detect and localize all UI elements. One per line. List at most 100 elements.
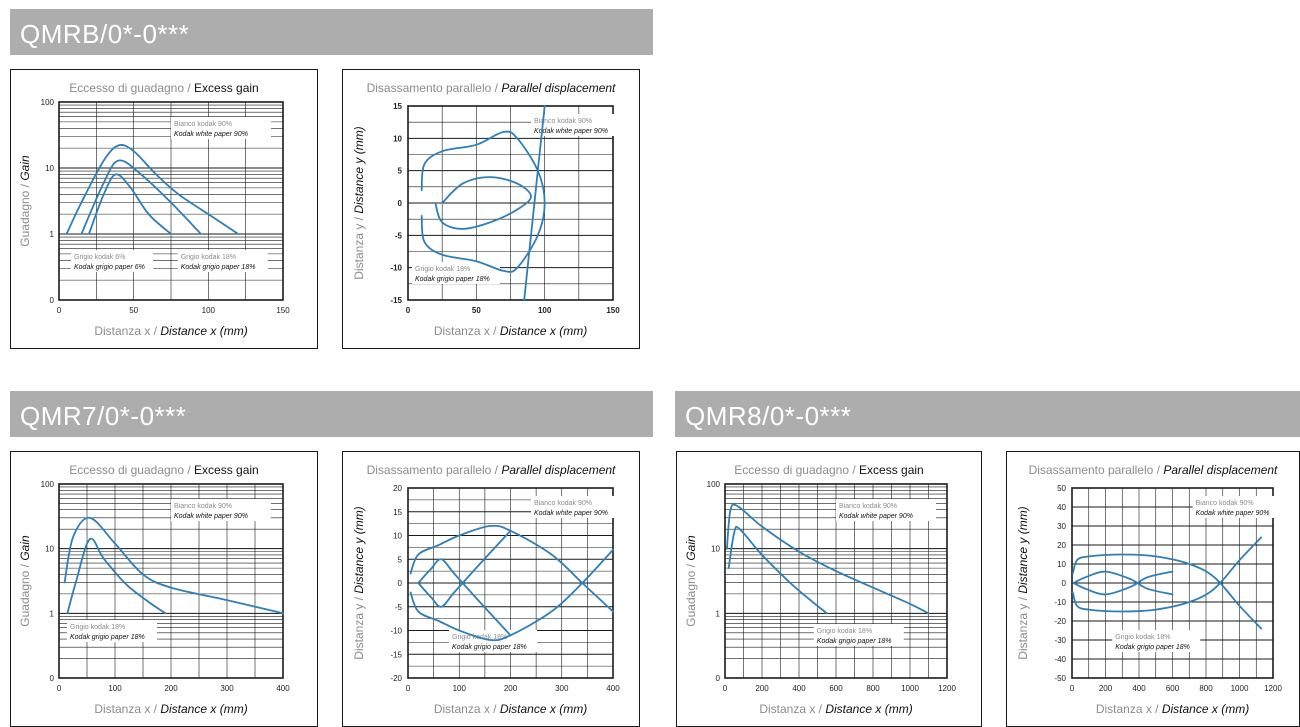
- chart-panel-qmrb-displacement: Disassamento parallelo / Parallel displa…: [342, 69, 640, 349]
- legend-white-label-it: Bianco kodak 90%: [174, 503, 232, 510]
- section-title-qmrb: QMRB/0*-0***: [10, 9, 653, 55]
- x-tick-label: 0: [723, 684, 728, 693]
- x-axis-label: Distanza x / Distance x (mm): [94, 324, 247, 338]
- y-tick-label: -5: [395, 231, 403, 240]
- y-tick-label: 5: [398, 555, 403, 564]
- legend-white-label-en: Kodak white paper 90%: [534, 510, 608, 517]
- legend-gray-18-label-it: Grigio kodak 18%: [817, 628, 872, 635]
- y-tick-label: -20: [390, 674, 402, 683]
- y-tick-label: 0: [1062, 579, 1067, 588]
- legend-gray-6: Grigio kodak 6% Kodak grigio paper 6%: [71, 250, 153, 272]
- chart-svg: Eccesso di guadagno / Excess gain Distanz…: [684, 463, 956, 716]
- series-group: [1071, 536, 1263, 630]
- y-tick-label: 5: [398, 167, 403, 176]
- y-tick-label: 100: [707, 480, 721, 489]
- chart-svg: Disassamento parallelo / Parallel displa…: [352, 463, 623, 716]
- legend-white: Bianco kodak 90% Kodak white paper 90%: [171, 117, 271, 139]
- y-tick-label: -10: [390, 627, 402, 636]
- legend-gray-18-bg: [67, 620, 157, 642]
- legend-gray-18-bg: [813, 624, 904, 646]
- legend-white-label-it: Bianco kodak 90%: [839, 503, 897, 510]
- series-line-3: [1072, 570, 1174, 596]
- y-tick-label: 40: [1057, 503, 1066, 512]
- legend-gray-18-label-it: Grigio kodak 18%: [70, 624, 125, 631]
- legend-white-label-it: Bianco kodak 90%: [1196, 500, 1254, 507]
- x-tick-label: 400: [792, 684, 806, 693]
- x-tick-label: 150: [606, 306, 620, 315]
- legend-white-bg: [171, 499, 271, 521]
- y-tick-label: 20: [1057, 541, 1066, 550]
- legend-white-label-en: Kodak white paper 90%: [174, 513, 248, 520]
- legend-gray-18-label-en: Kodak grigio paper 18%: [415, 276, 490, 283]
- section-title-qmr7: QMR7/0*-0***: [10, 391, 653, 437]
- series-line-1: [66, 537, 167, 615]
- chart-title: Disassamento parallelo / Parallel displa…: [367, 81, 616, 95]
- chart-panel-qmr7-displacement: Disassamento parallelo / Parallel displa…: [342, 451, 640, 727]
- legend-gray-18-label-en: Kodak grigio paper 18%: [817, 638, 892, 645]
- y-tick-label: 10: [711, 545, 720, 554]
- x-tick-label: 1200: [938, 684, 956, 693]
- series-line-2: [88, 173, 172, 235]
- chart-panel-qmr8-gain: Eccesso di guadagno / Excess gain Distanz…: [676, 451, 982, 727]
- x-tick-label: 50: [472, 306, 481, 315]
- x-tick-label: 1200: [1264, 684, 1282, 693]
- chart-panel-qmr8-displacement: Disassamento parallelo / Parallel displa…: [1006, 451, 1300, 727]
- legend-white-bg: [836, 499, 936, 521]
- series-line-2: [1072, 570, 1174, 596]
- y-tick-label: 10: [393, 134, 402, 143]
- y-axis-label: Distanza y / Distance y (mm): [352, 506, 366, 659]
- x-tick-label: 0: [57, 684, 62, 693]
- x-tick-label: 300: [220, 684, 234, 693]
- x-tick-label: 200: [164, 684, 178, 693]
- plot-frame: [58, 101, 284, 301]
- y-tick-label: -10: [390, 264, 402, 273]
- plot-frame: [407, 105, 614, 301]
- x-tick-label: 800: [1199, 684, 1213, 693]
- legend-gray-18-label-en: Kodak grigio paper 18%: [181, 264, 256, 271]
- series-line-1: [434, 176, 532, 230]
- series-line-2: [523, 105, 546, 301]
- y-tick-label: 30: [1057, 522, 1066, 531]
- plot-frame: [724, 483, 948, 679]
- y-tick-label: -20: [1054, 617, 1066, 626]
- y-tick-label: 0: [398, 199, 403, 208]
- x-tick-label: 0: [57, 306, 62, 315]
- x-tick-label: 1000: [901, 684, 919, 693]
- legend-gray-18-bg: [1112, 630, 1201, 652]
- chart-title: Eccesso di guadagno / Excess gain: [69, 463, 258, 477]
- legend-white: Bianco kodak 90% Kodak white paper 90%: [531, 114, 623, 136]
- y-tick-label: 50: [1057, 484, 1066, 493]
- chart-svg: Disassamento parallelo / Parallel displa…: [352, 81, 623, 338]
- x-axis-label: Distanza x / Distance x (mm): [434, 702, 587, 716]
- chart-svg: Eccesso di guadagno / Excess gain Distanz…: [18, 81, 290, 338]
- x-axis-label: Distanza x / Distance x (mm): [1096, 702, 1249, 716]
- plot-frame: [58, 483, 284, 679]
- x-tick-label: 50: [129, 306, 138, 315]
- x-axis-label: Distanza x / Distance x (mm): [434, 324, 587, 338]
- y-axis-label: Distanza y / Distance y (mm): [1016, 506, 1030, 659]
- chart-title: Disassamento parallelo / Parallel displa…: [1029, 463, 1278, 477]
- y-axis-label: Guadagno / Gain: [684, 535, 698, 627]
- legend-gray-18: Grigio kodak 18% Kodak grigio paper 18%: [67, 620, 157, 642]
- legend-gray-6-label-it: Grigio kodak 6%: [74, 254, 125, 261]
- chart-title: Eccesso di guadagno / Excess gain: [734, 463, 923, 477]
- series-line-0: [420, 130, 546, 273]
- y-axis-label: Distanza y / Distance y (mm): [352, 126, 366, 279]
- series-line-0: [726, 503, 930, 615]
- chart-svg: Eccesso di guadagno / Excess gain Distanz…: [18, 463, 290, 716]
- chart-title: Eccesso di guadagno / Excess gain: [69, 81, 258, 95]
- legend-white-bg: [531, 114, 623, 136]
- legend-gray-18-bg: [177, 250, 268, 272]
- y-tick-label: 15: [393, 102, 402, 111]
- legend-gray-18: Grigio kodak 18% Kodak grigio paper 18%: [412, 262, 500, 284]
- series-line-2: [417, 529, 512, 608]
- series-line-1: [727, 525, 828, 615]
- x-tick-label: 150: [276, 306, 290, 315]
- x-tick-label: 1000: [1231, 684, 1249, 693]
- plot-frame: [1071, 487, 1274, 679]
- x-tick-label: 100: [202, 306, 216, 315]
- legend-white-label-it: Bianco kodak 90%: [534, 500, 592, 507]
- y-tick-label: 10: [1057, 560, 1066, 569]
- y-tick-label: 0: [716, 674, 721, 683]
- y-tick-label: -15: [390, 650, 402, 659]
